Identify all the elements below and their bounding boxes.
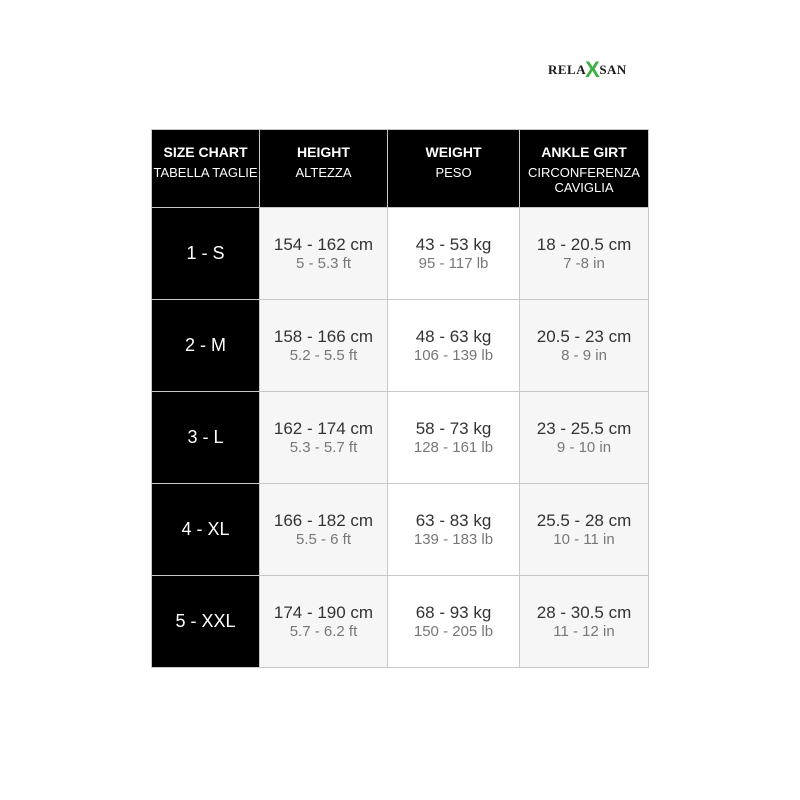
height-cell: 162 - 174 cm 5.3 - 5.7 ft — [259, 391, 388, 484]
column-header: SIZE CHART TABELLA TAGLIE — [151, 129, 260, 208]
weight-cell-imperial: 150 - 205 lb — [413, 623, 494, 640]
ankle-cell: 20.5 - 23 cm 8 - 9 in — [519, 299, 649, 392]
weight-cell-imperial: 106 - 139 lb — [413, 347, 494, 364]
relaxsan-logo: RELA X SAN — [548, 57, 627, 82]
weight-cell-imperial: 139 - 183 lb — [413, 531, 494, 548]
ankle-cell: 28 - 30.5 cm 11 - 12 in — [519, 575, 649, 668]
height-cell-metric: 166 - 182 cm — [273, 511, 374, 530]
header-title: WEIGHT — [425, 144, 482, 160]
ankle-cell-imperial: 8 - 9 in — [561, 347, 607, 364]
height-cell-metric: 158 - 166 cm — [273, 327, 374, 346]
weight-cell: 58 - 73 kg 128 - 161 lb — [387, 391, 520, 484]
weight-cell-imperial: 128 - 161 lb — [413, 439, 494, 456]
size-cell: 5 - XXL — [151, 575, 260, 668]
logo-x-mark: X — [585, 57, 601, 82]
ankle-cell: 18 - 20.5 cm 7 -8 in — [519, 207, 649, 300]
logo-text-left: RELA — [548, 62, 587, 77]
header-subtitle: TABELLA TAGLIE — [153, 165, 258, 180]
weight-cell: 68 - 93 kg 150 - 205 lb — [387, 575, 520, 668]
table-row: 2 - M 158 - 166 cm 5.2 - 5.5 ft 48 - 63 kg 1… — [151, 299, 649, 392]
height-cell: 158 - 166 cm 5.2 - 5.5 ft — [259, 299, 388, 392]
weight-cell-imperial: 95 - 117 lb — [418, 255, 489, 272]
header-title: HEIGHT — [297, 144, 350, 160]
weight-cell-metric: 48 - 63 kg — [415, 327, 492, 346]
weight-cell-metric: 58 - 73 kg — [415, 419, 492, 438]
size-cell: 1 - S — [151, 207, 260, 300]
ankle-cell-imperial: 11 - 12 in — [553, 623, 615, 640]
table-row: 1 - S 154 - 162 cm 5 - 5.3 ft 43 - 53 kg 95 … — [151, 207, 649, 300]
height-cell: 154 - 162 cm 5 - 5.3 ft — [259, 207, 388, 300]
ankle-cell-metric: 23 - 25.5 cm — [536, 419, 632, 438]
height-cell-imperial: 5.5 - 6 ft — [295, 531, 352, 548]
height-cell: 166 - 182 cm 5.5 - 6 ft — [259, 483, 388, 576]
height-cell-imperial: 5.2 - 5.5 ft — [289, 347, 358, 364]
header-row: SIZE CHART TABELLA TAGLIE HEIGHT ALTEZZA WEI… — [151, 129, 649, 208]
column-header: WEIGHT PESO — [387, 129, 520, 208]
ankle-cell-metric: 18 - 20.5 cm — [536, 235, 632, 254]
size-chart-table: SIZE CHART TABELLA TAGLIE HEIGHT ALTEZZA WEI… — [151, 129, 649, 668]
ankle-cell: 23 - 25.5 cm 9 - 10 in — [519, 391, 649, 484]
column-header: ANKLE GIRT CIRCONFERENZA CAVIGLIA — [519, 129, 649, 208]
table-row: 5 - XXL 174 - 190 cm 5.7 - 6.2 ft 68 - 93 k… — [151, 575, 649, 668]
ankle-cell-imperial: 7 -8 in — [563, 255, 605, 272]
height-cell-metric: 154 - 162 cm — [273, 235, 374, 254]
ankle-cell-imperial: 10 - 11 in — [553, 531, 615, 548]
weight-cell-metric: 43 - 53 kg — [415, 235, 492, 254]
weight-cell: 63 - 83 kg 139 - 183 lb — [387, 483, 520, 576]
size-cell: 2 - M — [151, 299, 260, 392]
weight-cell: 48 - 63 kg 106 - 139 lb — [387, 299, 520, 392]
ankle-cell: 25.5 - 28 cm 10 - 11 in — [519, 483, 649, 576]
column-header: HEIGHT ALTEZZA — [259, 129, 388, 208]
height-cell-metric: 162 - 174 cm — [273, 419, 374, 438]
table-row: 4 - XL 166 - 182 cm 5.5 - 6 ft 63 - 83 kg 13… — [151, 483, 649, 576]
header-subtitle: ALTEZZA — [295, 165, 352, 180]
height-cell-metric: 174 - 190 cm — [273, 603, 374, 622]
ankle-cell-metric: 20.5 - 23 cm — [536, 327, 632, 346]
ankle-cell-metric: 25.5 - 28 cm — [536, 511, 632, 530]
table-row: 3 - L 162 - 174 cm 5.3 - 5.7 ft 58 - 73 kg 1… — [151, 391, 649, 484]
size-cell: 4 - XL — [151, 483, 260, 576]
weight-cell: 43 - 53 kg 95 - 117 lb — [387, 207, 520, 300]
height-cell-imperial: 5 - 5.3 ft — [295, 255, 352, 272]
ankle-cell-metric: 28 - 30.5 cm — [536, 603, 632, 622]
height-cell: 174 - 190 cm 5.7 - 6.2 ft — [259, 575, 388, 668]
header-subtitle: PESO — [435, 165, 472, 180]
size-cell: 3 - L — [151, 391, 260, 484]
weight-cell-metric: 68 - 93 kg — [415, 603, 492, 622]
ankle-cell-imperial: 9 - 10 in — [556, 439, 612, 456]
logo-text-right: SAN — [599, 62, 627, 77]
header-title: ANKLE GIRT — [541, 144, 627, 160]
height-cell-imperial: 5.7 - 6.2 ft — [289, 623, 358, 640]
height-cell-imperial: 5.3 - 5.7 ft — [289, 439, 358, 456]
header-subtitle: CIRCONFERENZA CAVIGLIA — [528, 165, 640, 195]
header-title: SIZE CHART — [163, 144, 248, 160]
weight-cell-metric: 63 - 83 kg — [415, 511, 492, 530]
